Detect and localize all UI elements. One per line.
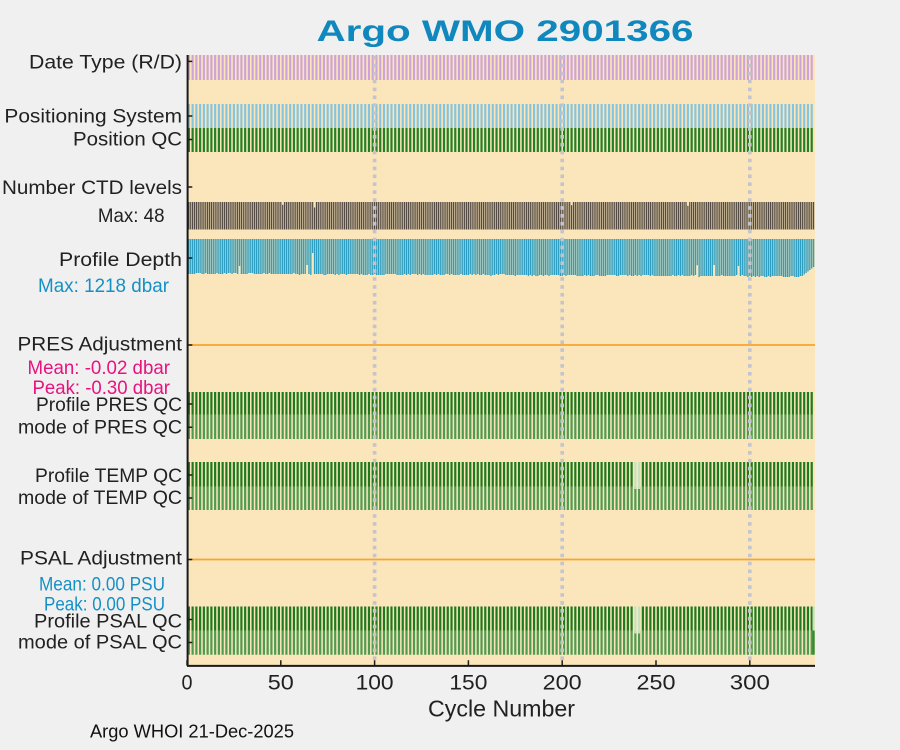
svg-text:300: 300 xyxy=(730,670,770,694)
svg-text:Peak: -0.30 dbar: Peak: -0.30 dbar xyxy=(33,377,171,399)
svg-text:Peak: 0.00 PSU: Peak: 0.00 PSU xyxy=(44,594,165,616)
svg-text:250: 250 xyxy=(637,670,676,694)
svg-text:mode of PRES QC: mode of PRES QC xyxy=(18,417,182,439)
svg-text:PRES Adjustment: PRES Adjustment xyxy=(18,333,183,355)
svg-text:0: 0 xyxy=(182,670,193,694)
svg-text:Profile PRES QC: Profile PRES QC xyxy=(36,394,182,416)
svg-text:Argo WHOI 21-Dec-2025: Argo WHOI 21-Dec-2025 xyxy=(90,722,294,742)
svg-text:50: 50 xyxy=(268,670,294,694)
svg-text:Profile TEMP QC: Profile TEMP QC xyxy=(35,465,182,487)
svg-text:200: 200 xyxy=(543,670,582,694)
svg-text:Positioning System: Positioning System xyxy=(4,106,182,128)
svg-text:Mean: 0.00 PSU: Mean: 0.00 PSU xyxy=(39,574,165,596)
svg-text:Profile Depth: Profile Depth xyxy=(59,249,182,271)
svg-text:Number CTD levels: Number CTD levels xyxy=(2,177,182,199)
svg-text:150: 150 xyxy=(449,670,487,694)
svg-text:Cycle Number: Cycle Number xyxy=(428,695,575,721)
svg-text:Argo WMO 2901366: Argo WMO 2901366 xyxy=(317,15,694,48)
svg-text:Position QC: Position QC xyxy=(73,128,182,150)
svg-text:100: 100 xyxy=(356,670,394,694)
svg-text:mode of TEMP QC: mode of TEMP QC xyxy=(18,487,182,509)
svg-text:mode of PSAL QC: mode of PSAL QC xyxy=(18,632,182,654)
svg-text:Profile PSAL QC: Profile PSAL QC xyxy=(34,611,182,633)
svg-text:Max: 48: Max: 48 xyxy=(98,205,165,227)
svg-text:Mean: -0.02 dbar: Mean: -0.02 dbar xyxy=(28,357,171,379)
svg-text:Date Type (R/D): Date Type (R/D) xyxy=(29,52,182,74)
svg-text:PSAL Adjustment: PSAL Adjustment xyxy=(20,547,183,569)
svg-text:Max: 1218 dbar: Max: 1218 dbar xyxy=(38,275,169,297)
